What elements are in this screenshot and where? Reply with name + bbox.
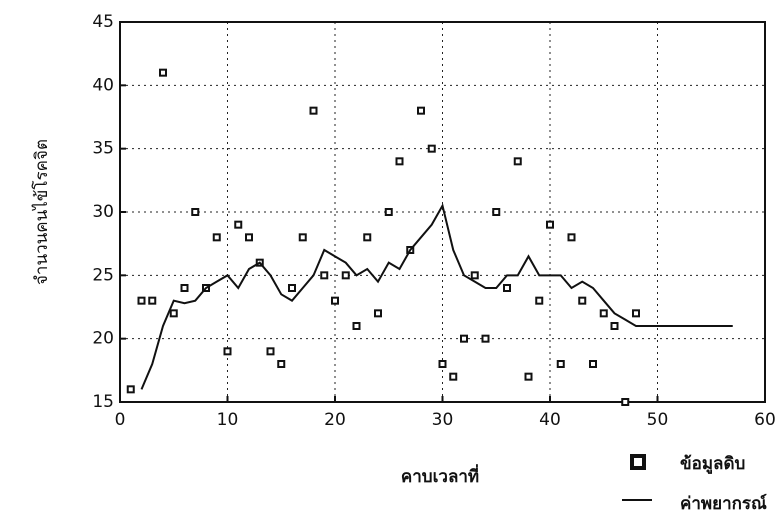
data-point (470, 271, 479, 280)
data-point (126, 385, 135, 394)
y-axis-label: จำนวนคนไข้โรคจิต (31, 139, 52, 285)
data-point (234, 220, 243, 229)
data-point (632, 309, 640, 318)
data-point (481, 334, 490, 343)
data-point (417, 106, 425, 115)
data-point (374, 309, 382, 318)
y-tick-label: 30 (92, 202, 114, 222)
data-point (266, 347, 275, 356)
data-point (589, 360, 597, 368)
data-point (148, 296, 157, 305)
x-axis-label: คาบเวลาที่ (401, 464, 479, 487)
x-tick-label: 20 (324, 410, 346, 430)
y-tick-label: 40 (92, 75, 114, 95)
data-point (363, 233, 372, 242)
data-point (492, 208, 501, 216)
data-point (535, 296, 544, 305)
legend-label: ข้อมูลดิบ (680, 454, 745, 475)
x-tick-label: 10 (217, 410, 239, 430)
data-point (277, 360, 286, 368)
data-point (169, 309, 178, 318)
data-point (309, 106, 318, 115)
data-point (513, 157, 522, 166)
y-tick-label: 25 (92, 265, 114, 285)
x-tick-label: 60 (754, 410, 776, 430)
data-point (621, 398, 630, 406)
data-point (567, 233, 576, 242)
data-point (180, 284, 189, 292)
data-point (159, 68, 167, 77)
x-tick-label: 40 (539, 410, 561, 430)
y-tick-label: 45 (92, 12, 114, 32)
data-point (191, 208, 200, 216)
y-tick-label: 15 (92, 392, 114, 412)
data-point (245, 233, 253, 242)
data-point (503, 284, 511, 292)
data-point (427, 144, 436, 153)
y-tick-label: 20 (92, 329, 114, 349)
data-point (438, 360, 447, 368)
data-point (610, 322, 619, 330)
x-tick-label: 30 (432, 410, 454, 430)
data-point (524, 372, 533, 381)
data-point (298, 233, 307, 242)
data-point (212, 233, 221, 242)
x-tick-label: 0 (115, 410, 126, 430)
data-point (449, 372, 458, 381)
data-point (137, 296, 146, 305)
data-point (546, 220, 554, 229)
data-point (288, 284, 296, 292)
data-point (384, 208, 393, 216)
data-point (556, 360, 565, 368)
plot-frame (119, 21, 766, 403)
x-tick-label: 50 (647, 410, 669, 430)
data-point (320, 271, 329, 280)
y-tick-label: 35 (92, 139, 114, 159)
data-point (599, 309, 608, 318)
legend-marker (630, 454, 646, 470)
forecast-line (140, 202, 733, 390)
data-point (331, 296, 339, 305)
data-point (578, 296, 587, 305)
data-point (460, 334, 468, 343)
legend-label: ค่าพยากรณ์ (680, 493, 767, 514)
data-point (352, 322, 361, 330)
data-point (223, 347, 232, 356)
data-point (395, 157, 404, 166)
data-point (341, 271, 350, 280)
